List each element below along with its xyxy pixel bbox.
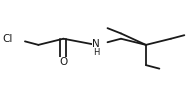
Text: Cl: Cl [2,34,12,44]
Text: H: H [93,48,99,57]
Text: N: N [92,39,100,49]
Text: O: O [59,57,67,67]
